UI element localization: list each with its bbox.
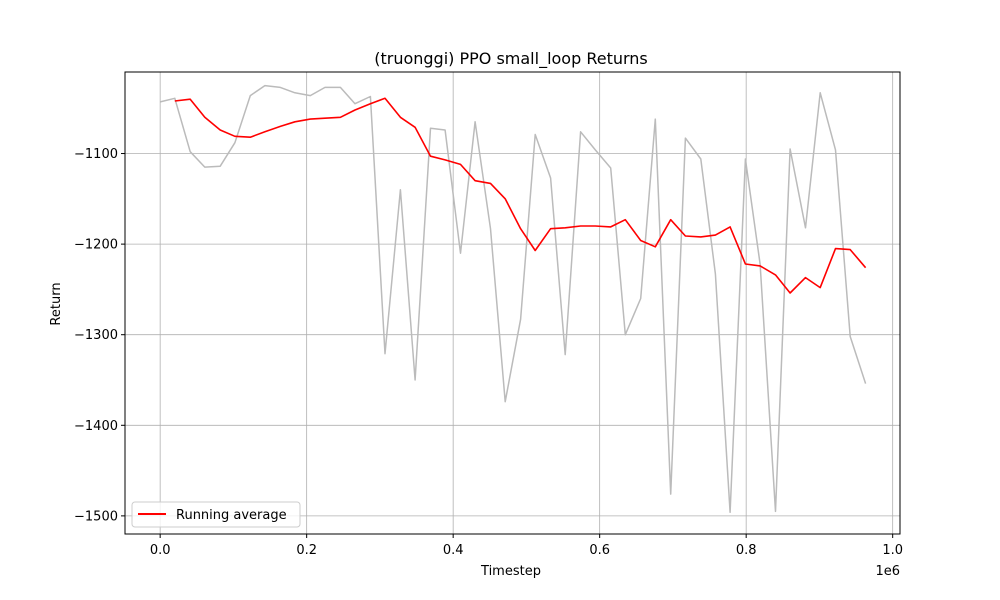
y-tick-label: −1300 [74, 328, 118, 343]
legend: Running average [131, 501, 301, 528]
legend-box [131, 501, 301, 528]
series-line-raw-returns [160, 84, 867, 514]
x-tick-label: 0.8 [736, 543, 757, 558]
x-tick-label: 0.0 [150, 543, 171, 558]
x-tick-label: 1.0 [882, 543, 903, 558]
x-tick-label: 0.2 [296, 543, 317, 558]
y-tick-label: −1400 [74, 419, 118, 434]
x-tick-label: 0.6 [589, 543, 610, 558]
series-line-running-average [174, 97, 867, 294]
y-tick-label: −1100 [74, 147, 118, 162]
y-axis-label: Return [49, 282, 64, 325]
x-axis-label: Timestep [480, 564, 541, 579]
x-axis-offset-label: 1e6 [875, 564, 900, 579]
legend-label-running-average: Running average [176, 508, 287, 523]
series-layer [160, 84, 867, 514]
plot-frame [124, 71, 901, 535]
x-axis: 0.0 0.2 0.4 0.6 0.8 1.0 [150, 534, 903, 558]
y-tick-label: −1500 [74, 509, 118, 524]
y-axis: −1100 −1200 −1300 −1400 −1500 [74, 147, 125, 524]
chart-title: (truonggi) PPO small_loop Returns [374, 49, 648, 69]
x-tick-label: 0.4 [443, 543, 464, 558]
y-tick-label: −1200 [74, 238, 118, 253]
